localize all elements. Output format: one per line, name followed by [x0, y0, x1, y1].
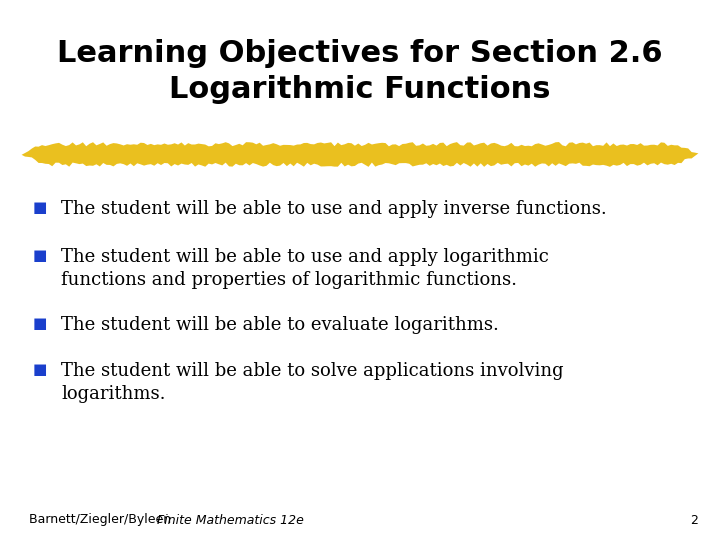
Text: ■: ■	[32, 200, 47, 215]
Text: The student will be able to use and apply inverse functions.: The student will be able to use and appl…	[61, 200, 607, 218]
Text: ■: ■	[32, 362, 47, 377]
Text: ■: ■	[32, 248, 47, 264]
Text: Learning Objectives for Section 2.6: Learning Objectives for Section 2.6	[57, 39, 663, 69]
Text: 2: 2	[690, 514, 698, 526]
Text: The student will be able to solve applications involving
logarithms.: The student will be able to solve applic…	[61, 362, 564, 403]
Text: The student will be able to use and apply logarithmic
functions and properties o: The student will be able to use and appl…	[61, 248, 549, 289]
Text: Barnett/Ziegler/Byleen: Barnett/Ziegler/Byleen	[29, 514, 175, 526]
Text: Logarithmic Functions: Logarithmic Functions	[169, 75, 551, 104]
Text: The student will be able to evaluate logarithms.: The student will be able to evaluate log…	[61, 316, 499, 334]
Text: ■: ■	[32, 316, 47, 331]
Text: Finite Mathematics 12e: Finite Mathematics 12e	[157, 514, 304, 526]
Polygon shape	[22, 142, 698, 167]
